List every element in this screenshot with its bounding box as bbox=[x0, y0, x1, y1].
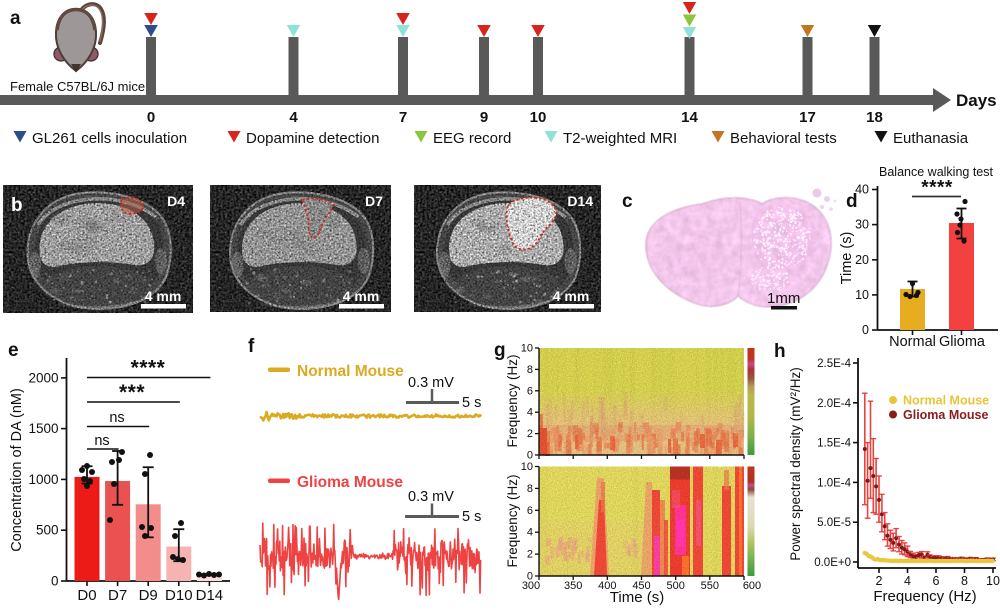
svg-text:4: 4 bbox=[904, 574, 911, 588]
svg-text:Frequency (Hz): Frequency (Hz) bbox=[873, 588, 976, 605]
svg-text:40: 40 bbox=[855, 183, 869, 197]
svg-text:0: 0 bbox=[527, 571, 533, 583]
svg-text:Time (s): Time (s) bbox=[610, 589, 664, 605]
svg-text:Time (s): Time (s) bbox=[839, 232, 855, 285]
svg-text:Behavioral tests: Behavioral tests bbox=[730, 130, 837, 147]
svg-text:Glioma Mouse: Glioma Mouse bbox=[297, 474, 403, 491]
svg-text:c: c bbox=[622, 191, 633, 212]
svg-text:***: *** bbox=[119, 381, 145, 404]
svg-text:a: a bbox=[10, 8, 21, 29]
svg-text:8: 8 bbox=[961, 574, 968, 588]
svg-text:10: 10 bbox=[521, 343, 533, 355]
svg-text:Frequency (Hz): Frequency (Hz) bbox=[505, 354, 520, 447]
svg-text:EEG record: EEG record bbox=[433, 130, 511, 147]
svg-text:600: 600 bbox=[743, 580, 761, 592]
svg-text:Power spectral density (mV²/Hz: Power spectral density (mV²/Hz) bbox=[788, 367, 803, 561]
svg-text:6: 6 bbox=[933, 574, 940, 588]
svg-text:4 mm: 4 mm bbox=[145, 288, 182, 304]
svg-text:Glioma: Glioma bbox=[939, 334, 986, 350]
svg-text:2.0E-4: 2.0E-4 bbox=[817, 398, 851, 410]
svg-text:4 mm: 4 mm bbox=[343, 288, 380, 304]
svg-text:T2-weighted MRI: T2-weighted MRI bbox=[563, 130, 677, 147]
svg-text:1500: 1500 bbox=[28, 421, 58, 436]
svg-text:e: e bbox=[8, 340, 19, 361]
svg-text:4 mm: 4 mm bbox=[553, 288, 590, 304]
svg-text:D10: D10 bbox=[165, 587, 193, 604]
svg-text:550: 550 bbox=[701, 580, 719, 592]
svg-text:2: 2 bbox=[527, 428, 533, 440]
svg-text:1000: 1000 bbox=[28, 472, 58, 487]
svg-text:5.0E-5: 5.0E-5 bbox=[817, 517, 851, 529]
svg-text:18: 18 bbox=[866, 109, 883, 126]
svg-text:D7: D7 bbox=[365, 193, 383, 209]
svg-text:g: g bbox=[494, 340, 506, 361]
svg-text:0: 0 bbox=[862, 323, 869, 337]
svg-text:ns: ns bbox=[94, 433, 109, 449]
svg-text:6: 6 bbox=[527, 505, 533, 517]
svg-text:2: 2 bbox=[527, 549, 533, 561]
svg-text:0.3 mV: 0.3 mV bbox=[408, 375, 454, 391]
svg-text:0.3 mV: 0.3 mV bbox=[408, 489, 454, 505]
svg-text:7: 7 bbox=[399, 109, 407, 126]
svg-text:10: 10 bbox=[986, 574, 1000, 588]
svg-text:300: 300 bbox=[522, 580, 540, 592]
svg-text:D9: D9 bbox=[139, 587, 158, 604]
svg-text:450: 450 bbox=[632, 580, 650, 592]
svg-text:0: 0 bbox=[527, 450, 533, 462]
svg-text:Days: Days bbox=[956, 91, 997, 110]
svg-text:****: **** bbox=[921, 178, 953, 199]
svg-text:5 s: 5 s bbox=[462, 395, 481, 411]
svg-text:1.5E-4: 1.5E-4 bbox=[817, 438, 851, 450]
svg-text:30: 30 bbox=[855, 218, 869, 232]
svg-text:D4: D4 bbox=[167, 193, 185, 209]
svg-text:Balance walking test: Balance walking test bbox=[879, 165, 993, 179]
svg-text:d: d bbox=[846, 191, 858, 212]
svg-text:2: 2 bbox=[876, 574, 883, 588]
svg-text:h: h bbox=[774, 341, 786, 362]
svg-text:350: 350 bbox=[564, 580, 582, 592]
svg-text:8: 8 bbox=[527, 364, 533, 376]
svg-text:Normal Mouse: Normal Mouse bbox=[297, 363, 404, 380]
svg-text:4: 4 bbox=[527, 407, 533, 419]
svg-text:4: 4 bbox=[289, 109, 298, 126]
svg-text:20: 20 bbox=[855, 253, 869, 267]
svg-text:D14: D14 bbox=[196, 587, 224, 604]
svg-text:5 s: 5 s bbox=[462, 509, 481, 525]
svg-text:Female C57BL/6J mice: Female C57BL/6J mice bbox=[10, 79, 145, 94]
svg-text:D7: D7 bbox=[108, 587, 127, 604]
svg-text:f: f bbox=[248, 336, 255, 357]
svg-text:GL261 cells inoculation: GL261 cells inoculation bbox=[32, 130, 187, 147]
svg-text:Concentration of DA (nM): Concentration of DA (nM) bbox=[9, 388, 25, 552]
svg-text:0: 0 bbox=[147, 109, 155, 126]
svg-text:Normal Mouse: Normal Mouse bbox=[903, 394, 989, 408]
svg-text:10: 10 bbox=[521, 461, 533, 473]
svg-text:400: 400 bbox=[598, 580, 616, 592]
svg-text:9: 9 bbox=[480, 109, 488, 126]
svg-text:2.5E-4: 2.5E-4 bbox=[817, 358, 851, 370]
svg-text:1.0E-4: 1.0E-4 bbox=[817, 477, 851, 489]
svg-text:8: 8 bbox=[527, 483, 533, 495]
svg-text:D0: D0 bbox=[77, 587, 96, 604]
svg-text:10: 10 bbox=[855, 288, 869, 302]
svg-text:10: 10 bbox=[530, 109, 547, 126]
svg-text:D14: D14 bbox=[567, 193, 593, 209]
svg-text:Euthanasia: Euthanasia bbox=[893, 130, 969, 147]
svg-text:0.0E+0: 0.0E+0 bbox=[814, 557, 851, 569]
svg-text:17: 17 bbox=[799, 109, 816, 126]
svg-text:4: 4 bbox=[527, 527, 533, 539]
svg-text:Dopamine detection: Dopamine detection bbox=[246, 130, 379, 147]
svg-text:14: 14 bbox=[681, 109, 698, 126]
svg-text:500: 500 bbox=[36, 523, 59, 538]
svg-text:6: 6 bbox=[527, 385, 533, 397]
svg-text:ns: ns bbox=[109, 410, 124, 426]
svg-text:Glioma Mouse: Glioma Mouse bbox=[903, 408, 988, 422]
svg-text:1mm: 1mm bbox=[767, 290, 800, 307]
svg-text:2000: 2000 bbox=[28, 370, 58, 385]
svg-text:0: 0 bbox=[51, 574, 59, 589]
svg-text:b: b bbox=[11, 195, 23, 216]
svg-text:500: 500 bbox=[667, 580, 685, 592]
svg-text:Normal: Normal bbox=[889, 334, 936, 350]
svg-text:****: **** bbox=[131, 357, 166, 380]
svg-text:Frequency (Hz): Frequency (Hz) bbox=[505, 474, 520, 567]
